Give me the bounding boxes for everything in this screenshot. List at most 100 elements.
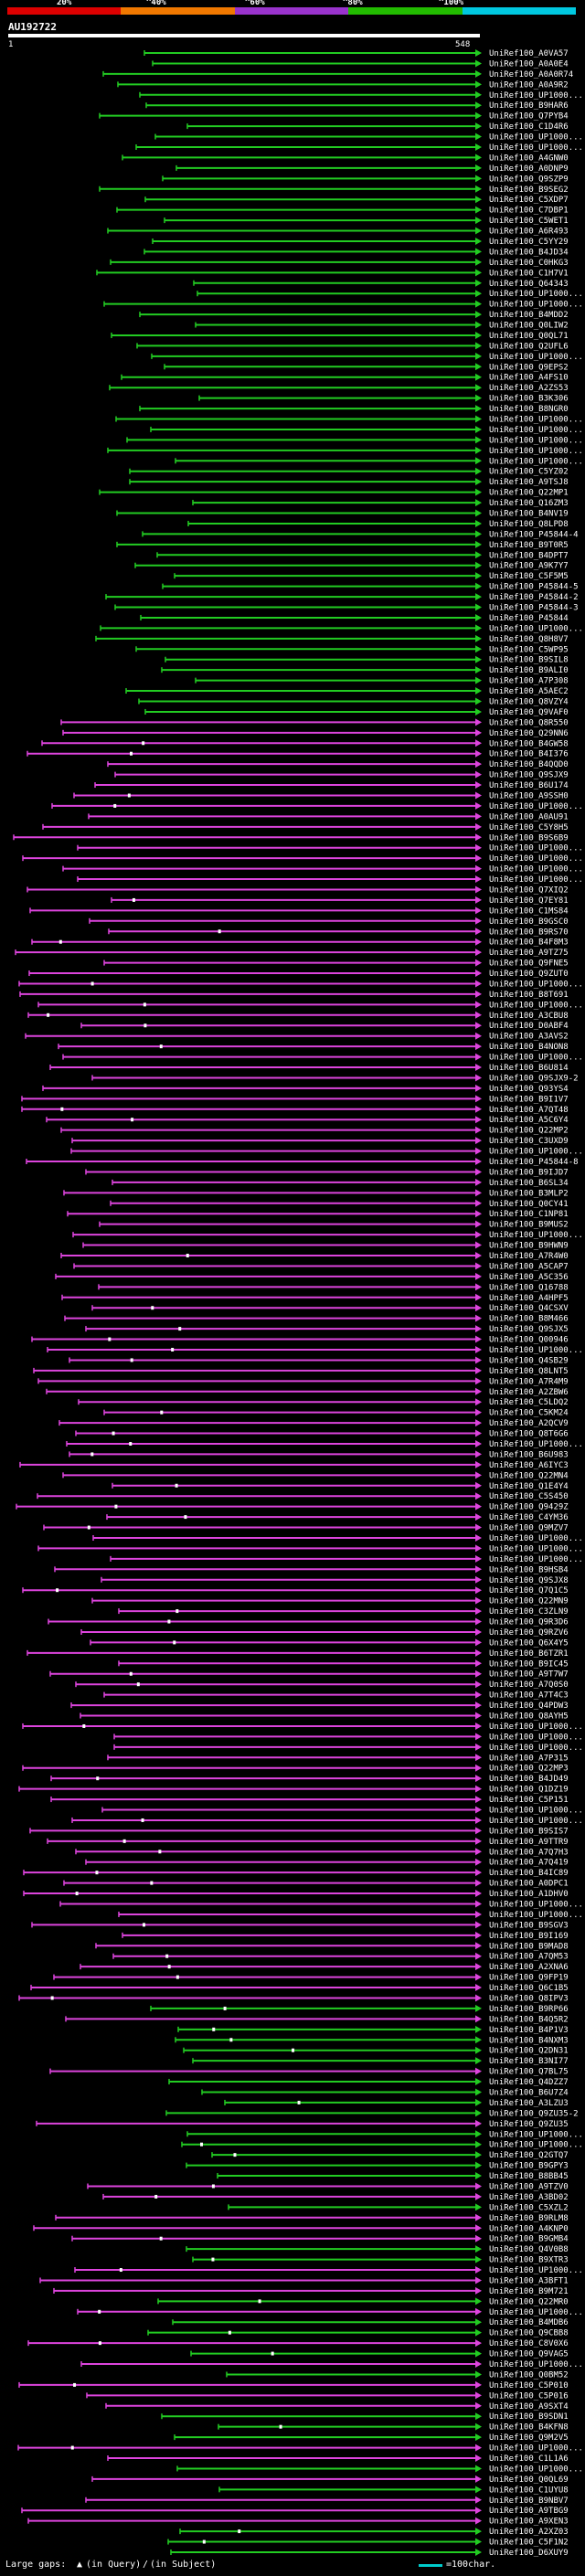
hit-row[interactable]: UniRef100_UP1000... — [37, 1544, 583, 1553]
hit-row[interactable]: UniRef100_A0A9R2 — [117, 80, 569, 90]
hit-row[interactable]: UniRef100_B4IC89 — [23, 1869, 569, 1878]
hit-row[interactable]: UniRef100_B6U983 — [69, 1450, 569, 1459]
hit-row[interactable]: UniRef100_C4YM36 — [106, 1513, 569, 1522]
hit-row[interactable]: UniRef100_UP1000... — [51, 801, 583, 811]
hit-row[interactable]: UniRef100_C1L1A6 — [107, 2454, 569, 2464]
hit-row[interactable]: UniRef100_B6U7Z4 — [201, 2088, 569, 2097]
hit-row[interactable]: UniRef100_UP1000... — [118, 1910, 583, 1920]
hit-row[interactable]: UniRef100_B9SGV3 — [31, 1921, 569, 1930]
hit-row[interactable]: UniRef100_B4NXM3 — [175, 2036, 569, 2045]
hit-row[interactable]: UniRef100_B9RS70 — [108, 928, 569, 937]
hit-row[interactable]: UniRef100_C0HKG3 — [110, 258, 569, 268]
hit-row[interactable]: UniRef100_A9XEN3 — [27, 2517, 569, 2527]
hit-row[interactable]: UniRef100_UP1000... — [115, 415, 583, 425]
hit-row[interactable]: UniRef100_B3NI77 — [192, 2057, 569, 2066]
hit-row[interactable]: UniRef100_UP1000... — [62, 864, 583, 875]
hit-row[interactable]: UniRef100_P45844-2 — [105, 593, 579, 602]
hit-row[interactable]: UniRef100_A1DHV0 — [23, 1890, 569, 1899]
hit-row[interactable]: UniRef100_B9I169 — [122, 1931, 569, 1941]
hit-row[interactable]: UniRef100_Q7BL75 — [49, 2067, 569, 2077]
hit-row[interactable]: UniRef100_UP1000... — [59, 1900, 583, 1910]
hit-row[interactable]: UniRef100_A9SXT4 — [105, 2401, 569, 2412]
hit-row[interactable]: UniRef100_B9GSC0 — [89, 917, 569, 927]
hit-row[interactable]: UniRef100_B6U814 — [49, 1064, 569, 1073]
hit-row[interactable]: UniRef100_C5P010 — [18, 2380, 569, 2390]
hit-row[interactable]: UniRef100_A0DPC1 — [63, 1879, 569, 1889]
hit-row[interactable]: UniRef100_UP1000... — [181, 2140, 583, 2150]
hit-row[interactable]: UniRef100_A0AU91 — [88, 812, 569, 822]
hit-row[interactable]: UniRef100_UP1000... — [176, 2465, 583, 2474]
hit-row[interactable]: UniRef100_A6R493 — [107, 227, 569, 237]
hit-row[interactable]: UniRef100_UP1000... — [151, 352, 583, 362]
hit-row[interactable]: UniRef100_UP1000... — [113, 1733, 583, 1742]
hit-row[interactable]: UniRef100_A7R4W0 — [60, 1252, 569, 1261]
hit-row[interactable]: UniRef100_C3ZLN9 — [118, 1607, 569, 1617]
hit-row[interactable]: UniRef100_Q9SJX8 — [101, 1575, 569, 1585]
hit-row[interactable]: UniRef100_B9IC45 — [118, 1659, 569, 1669]
hit-row[interactable]: UniRef100_C5P016 — [86, 2391, 569, 2401]
hit-row[interactable]: UniRef100_P45844-3 — [114, 603, 579, 613]
hit-row[interactable]: UniRef100_Q9VAF0 — [144, 707, 569, 717]
hit-row[interactable]: UniRef100_Q0CY41 — [110, 1199, 569, 1209]
hit-row[interactable]: UniRef100_B4F8M3 — [31, 938, 569, 948]
hit-row[interactable]: UniRef100_B8M466 — [64, 1314, 569, 1324]
hit-row[interactable]: UniRef100_Q9VAG5 — [190, 2349, 569, 2359]
hit-row[interactable]: UniRef100_UP1000... — [135, 143, 583, 153]
hit-row[interactable]: UniRef100_Q0QL69 — [91, 2475, 569, 2485]
hit-row[interactable]: UniRef100_Q22MN4 — [62, 1471, 569, 1480]
hit-row[interactable]: UniRef100_Q2UFL6 — [136, 342, 569, 351]
hit-row[interactable]: UniRef100_Q4CSXV — [91, 1304, 569, 1313]
hit-row[interactable]: UniRef100_C5WP95 — [135, 645, 569, 654]
hit-row[interactable]: UniRef100_A9TBG9 — [21, 2507, 569, 2516]
hit-row[interactable]: UniRef100_B9MUS2 — [99, 1220, 569, 1230]
hit-row[interactable]: UniRef100_C5F5M5 — [174, 572, 569, 581]
hit-row[interactable]: UniRef100_Q9SJX9-2 — [91, 1074, 579, 1083]
hit-row[interactable]: UniRef100_Q0QL71 — [111, 331, 569, 341]
hit-row[interactable]: UniRef100_B9GMB4 — [71, 2234, 569, 2244]
hit-row[interactable]: UniRef100_Q0BM52 — [226, 2370, 569, 2380]
hit-row[interactable]: UniRef100_Q22MP3 — [22, 1764, 569, 1774]
hit-row[interactable]: UniRef100_B3K306 — [198, 394, 569, 404]
hit-row[interactable]: UniRef100_Q00946 — [31, 1335, 569, 1345]
hit-row[interactable]: UniRef100_A7Q0S0 — [75, 1680, 569, 1690]
hit-row[interactable]: UniRef100_A4GNW0 — [122, 154, 569, 163]
hit-row[interactable]: UniRef100_UP1000... — [77, 875, 583, 885]
hit-row[interactable]: UniRef100_B4I376 — [27, 749, 569, 759]
hit-row[interactable]: UniRef100_UP1000... — [47, 1345, 583, 1355]
hit-row[interactable]: UniRef100_UP1000... — [37, 1001, 583, 1010]
hit-row[interactable]: UniRef100_C5YZ02 — [129, 467, 569, 477]
hit-row[interactable]: UniRef100_P45844 — [140, 613, 569, 623]
hit-row[interactable]: UniRef100_A7Q7H3 — [75, 1848, 569, 1857]
hit-row[interactable]: UniRef100_C5F1N2 — [167, 2538, 569, 2548]
hit-row[interactable]: UniRef100_C1UYU8 — [218, 2486, 569, 2495]
hit-row[interactable]: UniRef100_Q9RZV6 — [80, 1627, 569, 1638]
hit-row[interactable]: UniRef100_C7DBP1 — [116, 206, 569, 216]
hit-row[interactable]: UniRef100_A0A0R74 — [102, 69, 573, 80]
hit-row[interactable]: UniRef100_UP1000... — [22, 854, 583, 864]
hit-row[interactable]: UniRef100_A7P315 — [107, 1754, 569, 1763]
hit-row[interactable]: UniRef100_Q22MN9 — [91, 1596, 569, 1606]
hit-row[interactable]: UniRef100_Q8IPV3 — [18, 1994, 569, 2003]
hit-row[interactable]: UniRef100_UP1000... — [70, 1147, 583, 1157]
hit-row[interactable]: UniRef100_C8V0X6 — [27, 2339, 569, 2348]
hit-row[interactable]: UniRef100_D6XUY9 — [170, 2549, 569, 2558]
hit-row[interactable]: UniRef100_UP1000... — [18, 980, 583, 989]
hit-row[interactable]: UniRef100_C1H7V1 — [96, 269, 569, 278]
hit-row[interactable]: UniRef100_UP1000... — [103, 300, 583, 310]
hit-row[interactable]: UniRef100_UP1000... — [150, 425, 583, 435]
hit-row[interactable]: UniRef100_Q2GTQ7 — [211, 2151, 569, 2160]
hit-row[interactable]: UniRef100_A3BFT1 — [39, 2276, 569, 2285]
hit-row[interactable]: UniRef100_A7T4C3 — [103, 1691, 569, 1701]
hit-row[interactable]: UniRef100_B4GW58 — [41, 739, 569, 748]
hit-row[interactable]: UniRef100_B8BB45 — [217, 2172, 569, 2181]
hit-row[interactable]: UniRef100_B6U174 — [94, 781, 569, 790]
hit-row[interactable]: UniRef100_UP1000... — [197, 290, 583, 299]
hit-row[interactable]: UniRef100_A4HPF5 — [61, 1293, 569, 1303]
hit-row[interactable]: UniRef100_Q4SB29 — [69, 1356, 569, 1365]
hit-row[interactable]: UniRef100_Q9MZV7 — [43, 1523, 569, 1533]
hit-row[interactable]: UniRef100_Q9ZU35-2 — [165, 2109, 579, 2118]
hit-row[interactable]: UniRef100_Q9R3D6 — [48, 1617, 569, 1627]
hit-row[interactable]: UniRef100_A4FS10 — [121, 373, 569, 383]
hit-row[interactable]: UniRef100_Q9FNE5 — [103, 959, 569, 969]
hit-row[interactable]: UniRef100_C5XDP7 — [144, 196, 569, 205]
